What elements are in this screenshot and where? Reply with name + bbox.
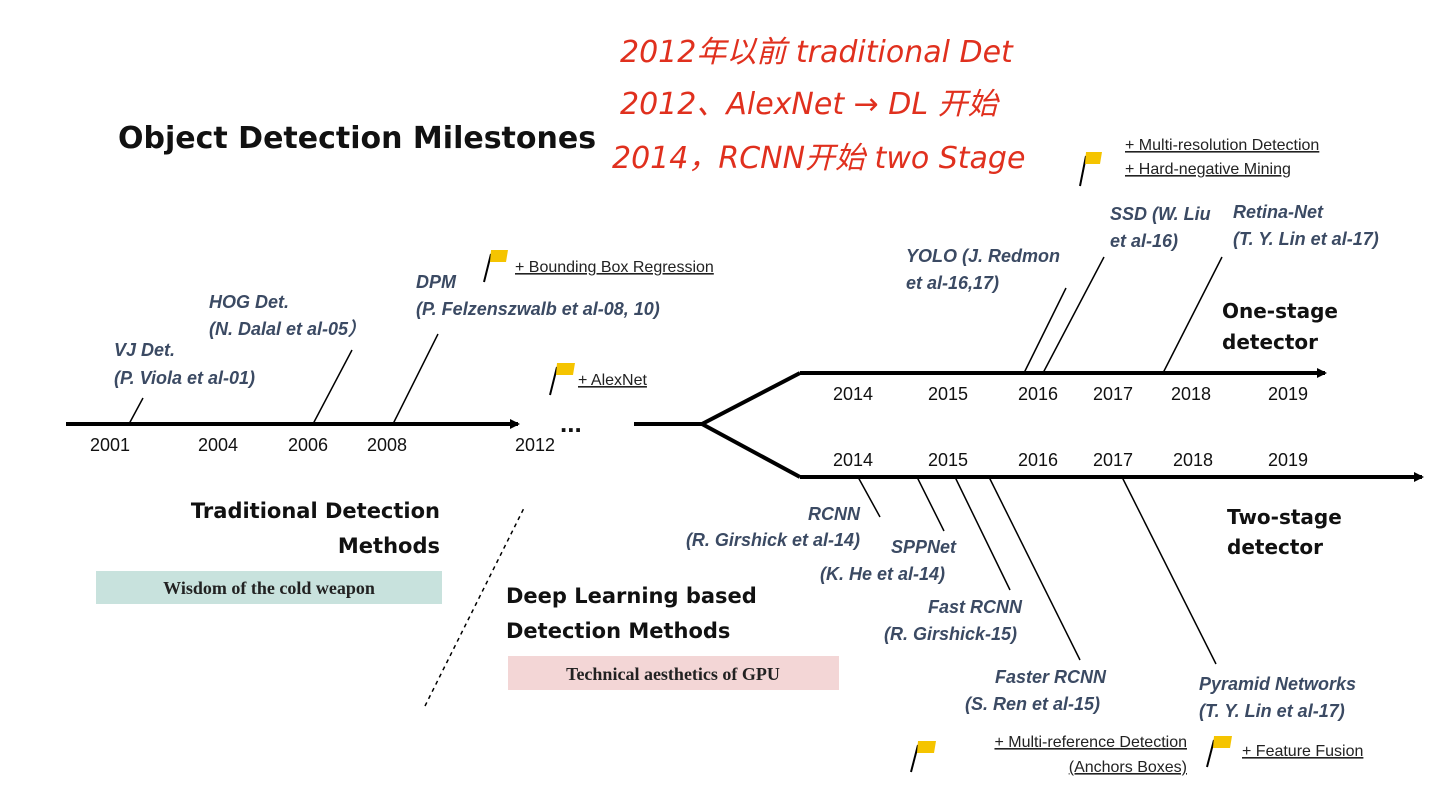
- method-vj-ref: (P. Viola et al-01): [114, 368, 255, 388]
- method-dpm-ref: (P. Felzenszwalb et al-08, 10): [416, 299, 660, 319]
- method-rcnn-name: RCNN: [808, 504, 861, 524]
- note-bbox: + Bounding Box Regression: [515, 259, 714, 276]
- method-fpn-name: Pyramid Networks: [1199, 674, 1356, 694]
- method-dpm-name: DPM: [416, 272, 457, 292]
- method-retina-ref: (T. Y. Lin et al-17): [1233, 229, 1379, 249]
- one-year-2014: 2014: [833, 384, 873, 404]
- flag-alexnet: [549, 363, 575, 396]
- one-year-2015: 2015: [928, 384, 968, 404]
- method-hog-name: HOG Det.: [209, 292, 289, 312]
- year-2004: 2004: [198, 435, 238, 455]
- one-stage-label-line2: detector: [1222, 330, 1318, 354]
- method-fasterrcnn-ref: (S. Ren et al-15): [965, 694, 1100, 714]
- banner-traditional-text: Wisdom of the cold weapon: [163, 578, 375, 598]
- two-stage-label-line2: detector: [1227, 535, 1323, 559]
- one-year-2019: 2019: [1268, 384, 1308, 404]
- handwritten-notes: 2012年以前 traditional Det 2012、AlexNet → D…: [612, 35, 1025, 176]
- two-year-2016: 2016: [1018, 450, 1058, 470]
- flag-icon: [1085, 152, 1102, 164]
- method-yolo-name: YOLO (J. Redmon: [906, 246, 1060, 266]
- method-sppnet-ref: (K. He et al-14): [820, 564, 945, 584]
- method-hog-ref: (N. Dalal et al-05）: [209, 319, 366, 339]
- flag-multi-resolution: [1079, 152, 1102, 187]
- two-year-2017: 2017: [1093, 450, 1133, 470]
- method-ssd-name: SSD (W. Liu: [1110, 204, 1211, 224]
- flag-icon: [1213, 736, 1232, 748]
- method-fastrcnn-ref: (R. Girshick-15): [884, 624, 1017, 644]
- two-stage-label-line1: Two-stage: [1227, 505, 1342, 529]
- note-multi-resolution: + Multi-resolution Detection: [1125, 137, 1319, 154]
- method-rcnn-ref: (R. Girshick et al-14): [686, 530, 860, 550]
- note-anchors: (Anchors Boxes): [1069, 759, 1187, 776]
- handwritten-note-1: 2012年以前 traditional Det: [620, 35, 1014, 70]
- two-year-2014: 2014: [833, 450, 873, 470]
- one-year-2018: 2018: [1171, 384, 1211, 404]
- banner-deep: [508, 656, 839, 690]
- flag-bbox: [483, 250, 508, 283]
- flag-icon: [556, 363, 575, 375]
- note-hard-negative: + Hard-negative Mining: [1125, 161, 1291, 178]
- diagram-title: Object Detection Milestones: [118, 121, 596, 156]
- method-yolo-ref: et al-16,17): [906, 273, 999, 293]
- two-year-2015: 2015: [928, 450, 968, 470]
- flag-multi-reference: [910, 741, 936, 773]
- method-vj-name: VJ Det.: [114, 340, 175, 360]
- note-multi-reference: + Multi-reference Detection: [994, 734, 1187, 751]
- flag-icon: [917, 741, 936, 753]
- method-fasterrcnn-name: Faster RCNN: [995, 667, 1107, 687]
- two-year-2019: 2019: [1268, 450, 1308, 470]
- two-year-2018: 2018: [1173, 450, 1213, 470]
- note-feature-fusion: + Feature Fusion: [1242, 743, 1363, 760]
- banner-traditional: [96, 571, 442, 604]
- note-alexnet: + AlexNet: [578, 372, 647, 389]
- one-year-2016: 2016: [1018, 384, 1058, 404]
- year-2012: 2012: [515, 435, 555, 455]
- banner-deep-text: Technical aesthetics of GPU: [566, 664, 780, 684]
- section-deep-line1: Deep Learning based: [506, 584, 757, 608]
- era-divider: [424, 505, 526, 707]
- section-deep-line2: Detection Methods: [506, 619, 730, 643]
- year-2008: 2008: [367, 435, 407, 455]
- year-2006: 2006: [288, 435, 328, 455]
- ellipsis: ...: [560, 408, 582, 438]
- flag-icon: [490, 250, 508, 262]
- handwritten-note-3: 2014，RCNN开始 two Stage: [612, 141, 1025, 176]
- method-ssd-ref: et al-16): [1110, 231, 1178, 251]
- section-traditional-line1: Traditional Detection: [191, 499, 440, 523]
- one-year-2017: 2017: [1093, 384, 1133, 404]
- method-fastrcnn-name: Fast RCNN: [928, 597, 1023, 617]
- method-sppnet-name: SPPNet: [891, 537, 957, 557]
- year-2001: 2001: [90, 435, 130, 455]
- flag-feature-fusion: [1206, 736, 1232, 768]
- one-stage-label-line1: One-stage: [1222, 299, 1338, 323]
- method-retina-name: Retina-Net: [1233, 202, 1324, 222]
- section-traditional-line2: Methods: [338, 534, 440, 558]
- handwritten-note-2: 2012、AlexNet → DL 开始: [620, 87, 1001, 122]
- method-fpn-ref: (T. Y. Lin et al-17): [1199, 701, 1345, 721]
